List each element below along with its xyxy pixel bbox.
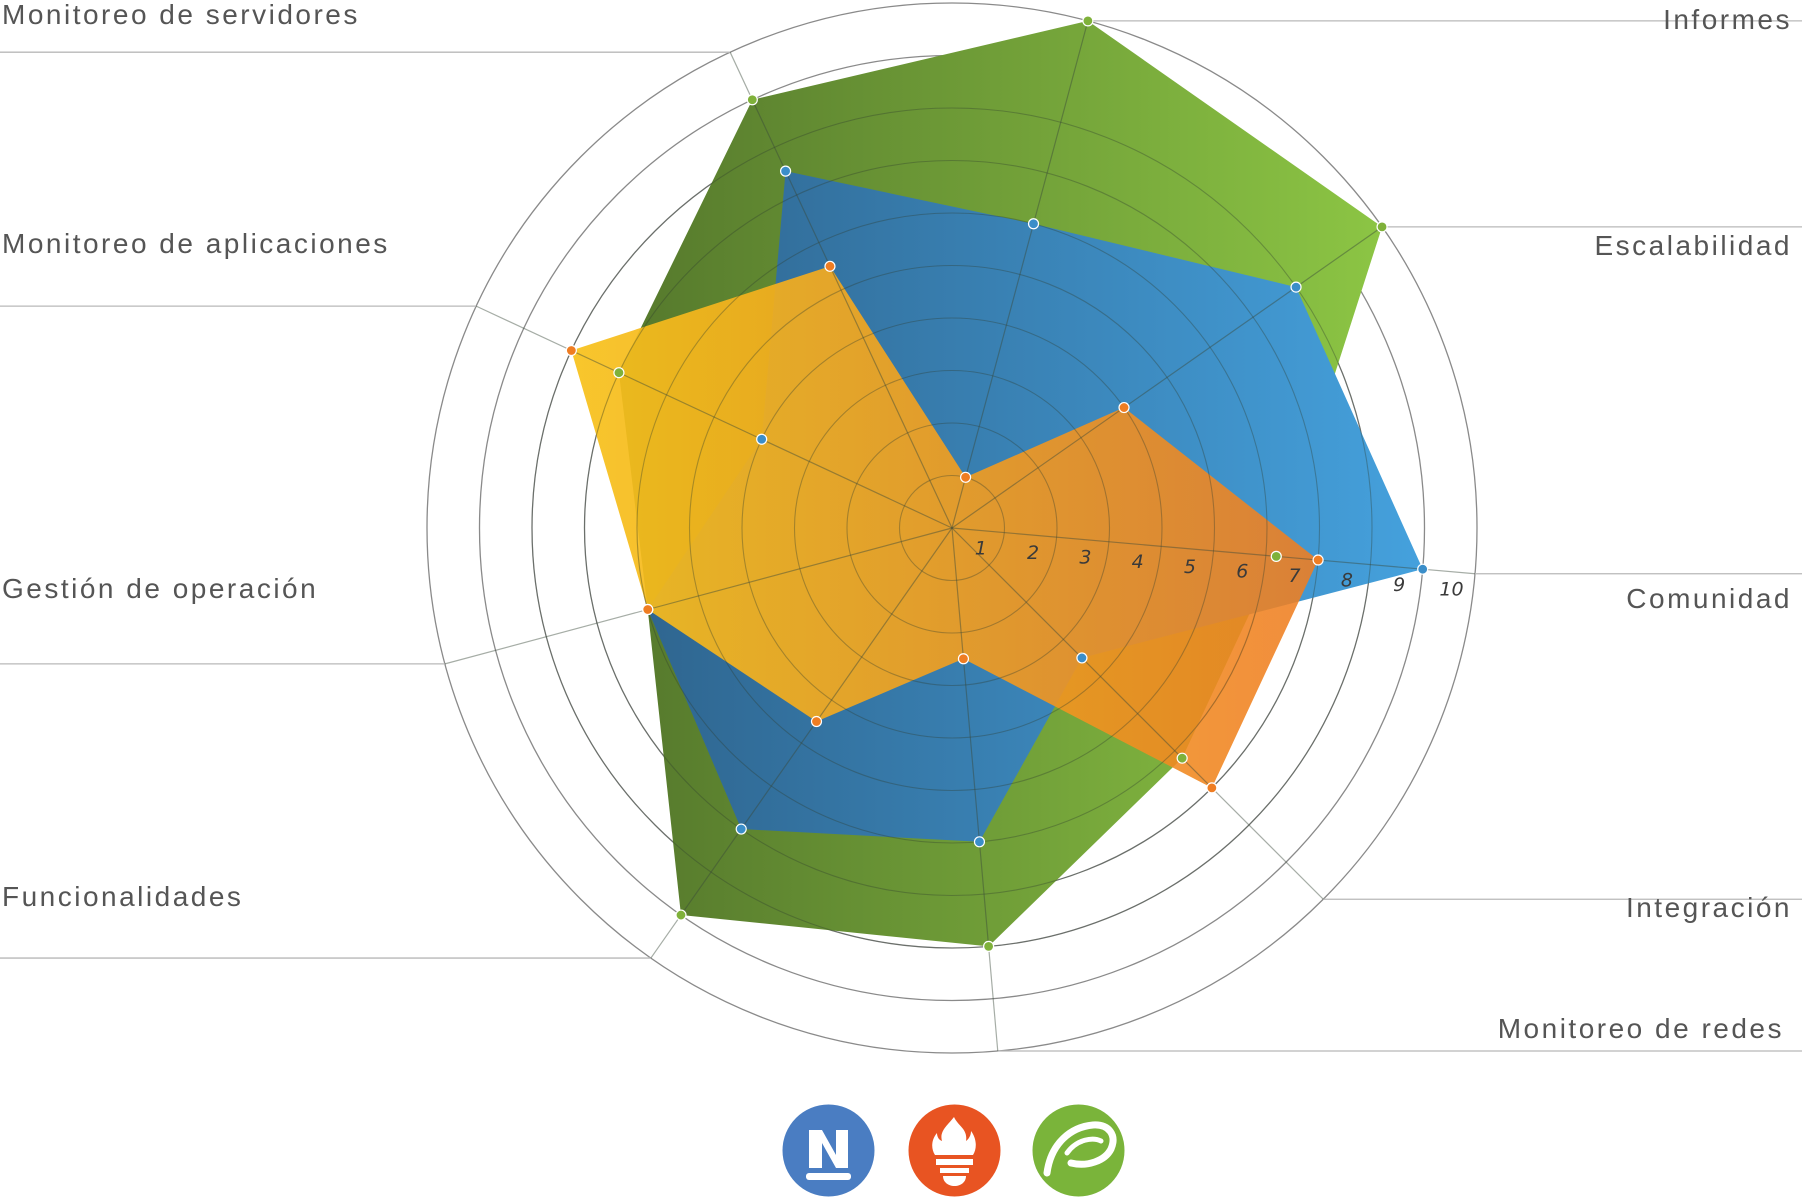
category-label: Informes xyxy=(1663,4,1792,35)
axis-spoke xyxy=(951,527,1324,900)
tick-label: 10 xyxy=(1439,579,1463,601)
axis-spoke xyxy=(951,20,1089,529)
data-point-series-2 xyxy=(973,836,986,848)
axis-spoke xyxy=(951,527,1476,575)
category-label: Monitoreo de aplicaciones xyxy=(2,228,390,259)
axis-spoke xyxy=(650,527,953,959)
data-point-series-1 xyxy=(613,367,625,379)
category-label: Funcionalidades xyxy=(2,881,243,912)
inner-ring-2 xyxy=(846,422,1058,634)
nagios-logo-icon xyxy=(781,1103,876,1198)
data-point-series-2 xyxy=(1290,281,1302,293)
data-point-series-2 xyxy=(1417,563,1429,575)
category-label: Monitoreo de redes xyxy=(1498,1013,1784,1044)
inner-ring-5 xyxy=(688,264,1216,792)
series-layer xyxy=(571,20,1423,947)
pandora-logo-icon xyxy=(1031,1103,1126,1198)
category-label: Comunidad xyxy=(1626,583,1792,614)
category-label: Integración xyxy=(1626,892,1792,923)
tick-label: 6 xyxy=(1236,560,1248,582)
data-point-series-3 xyxy=(1312,554,1324,566)
data-point-series-2 xyxy=(756,433,768,445)
data-point-series-3 xyxy=(959,471,972,483)
tick-label: 4 xyxy=(1132,551,1144,573)
radial-axes xyxy=(444,20,1476,1052)
data-point-series-2 xyxy=(735,823,747,835)
data-point-series-2 xyxy=(779,165,792,177)
prometheus-logo-icon xyxy=(907,1103,1002,1198)
data-point-series-3 xyxy=(565,344,577,357)
series-area-3 xyxy=(571,266,1319,788)
data-point-series-1 xyxy=(746,94,758,106)
tick-label: 5 xyxy=(1184,556,1196,578)
data-point-series-3 xyxy=(957,653,970,665)
tick-label: 2 xyxy=(1027,542,1039,564)
data-point-series-1 xyxy=(983,940,995,953)
axis-spoke xyxy=(951,527,999,1052)
data-point-series-3 xyxy=(810,715,823,728)
tick-label: 8 xyxy=(1341,570,1353,592)
tick-label: 9 xyxy=(1393,574,1405,596)
radial-tick-labels: 1 2 3 4 5 6 7 8 9 10 xyxy=(975,538,1464,601)
data-point-series-1 xyxy=(1176,752,1188,764)
axis-spoke xyxy=(951,226,1383,529)
inner-ring-6 xyxy=(636,212,1268,844)
inner-ring-3 xyxy=(793,369,1111,687)
data-markers xyxy=(565,15,1429,953)
data-point-series-3 xyxy=(824,260,836,272)
category-label: Escalabilidad xyxy=(1595,230,1793,261)
data-point-series-1 xyxy=(1270,550,1282,562)
inner-ring-1 xyxy=(898,474,1006,582)
tick-label: 1 xyxy=(975,538,987,560)
data-point-series-3 xyxy=(1206,782,1218,794)
data-point-series-1 xyxy=(1376,221,1388,233)
axis-spoke xyxy=(475,305,953,529)
inner-ring-8 xyxy=(531,107,1373,949)
inner-ring-4 xyxy=(741,317,1163,739)
data-point-series-2 xyxy=(1076,652,1088,664)
inner-ring-7 xyxy=(583,159,1321,897)
tick-label: 7 xyxy=(1289,565,1301,587)
category-labels: Informes Escalabilidad Comunidad Integració… xyxy=(2,0,1793,1044)
data-point-series-1 xyxy=(675,909,687,921)
axis-spoke xyxy=(444,527,953,665)
data-point-series-2 xyxy=(1027,218,1040,230)
axis-spoke xyxy=(729,51,953,529)
tick-label: 3 xyxy=(1079,547,1091,569)
grid-ring-10 xyxy=(426,2,1478,1054)
data-point-series-3 xyxy=(1118,401,1130,414)
category-label: Gestión de operación xyxy=(2,573,318,604)
data-point-series-3 xyxy=(642,603,654,616)
category-label: Monitoreo de servidores xyxy=(2,0,360,30)
data-point-series-1 xyxy=(1082,15,1094,27)
